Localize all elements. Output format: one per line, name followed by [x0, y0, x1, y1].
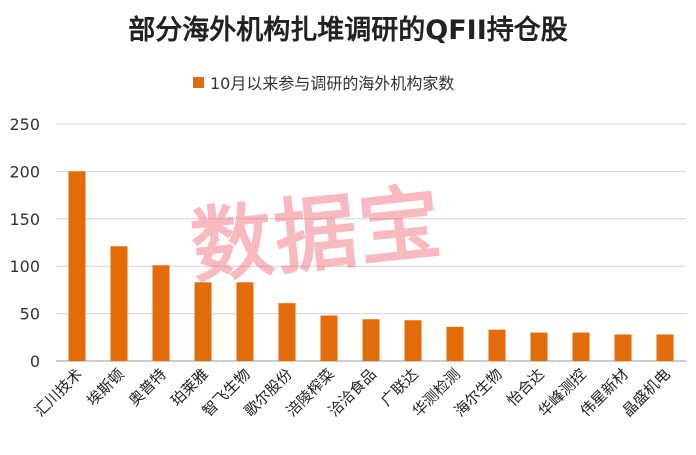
y-tick-label: 100: [9, 257, 40, 276]
bar: [656, 334, 674, 361]
x-tick-label: 埃斯顿: [83, 365, 128, 410]
bar: [614, 334, 632, 361]
y-tick-label: 250: [9, 115, 40, 134]
y-tick-label: 0: [30, 352, 40, 371]
bar: [236, 282, 254, 361]
bar: [110, 246, 128, 361]
y-tick-label: 150: [9, 210, 40, 229]
chart-title: 部分海外机构扎堆调研的QFII持仓股: [128, 15, 568, 46]
bar: [68, 171, 86, 361]
x-tick-label: 奥普特: [125, 365, 170, 410]
y-tick-label: 50: [20, 305, 40, 324]
legend-label: 10月以来参与调研的海外机构家数: [210, 74, 455, 93]
bar: [404, 320, 422, 361]
legend-swatch: [193, 76, 204, 88]
bar: [362, 319, 380, 361]
y-tick-label: 200: [9, 162, 40, 181]
bar: [446, 326, 464, 361]
bar: [278, 303, 296, 361]
bar: [488, 329, 506, 361]
bar: [320, 315, 338, 361]
bar: [194, 282, 212, 361]
bar: [530, 332, 548, 361]
bar: [152, 265, 170, 361]
bar: [572, 332, 590, 361]
x-tick-label: 汇川技术: [31, 365, 86, 420]
legend: 10月以来参与调研的海外机构家数: [193, 70, 454, 94]
